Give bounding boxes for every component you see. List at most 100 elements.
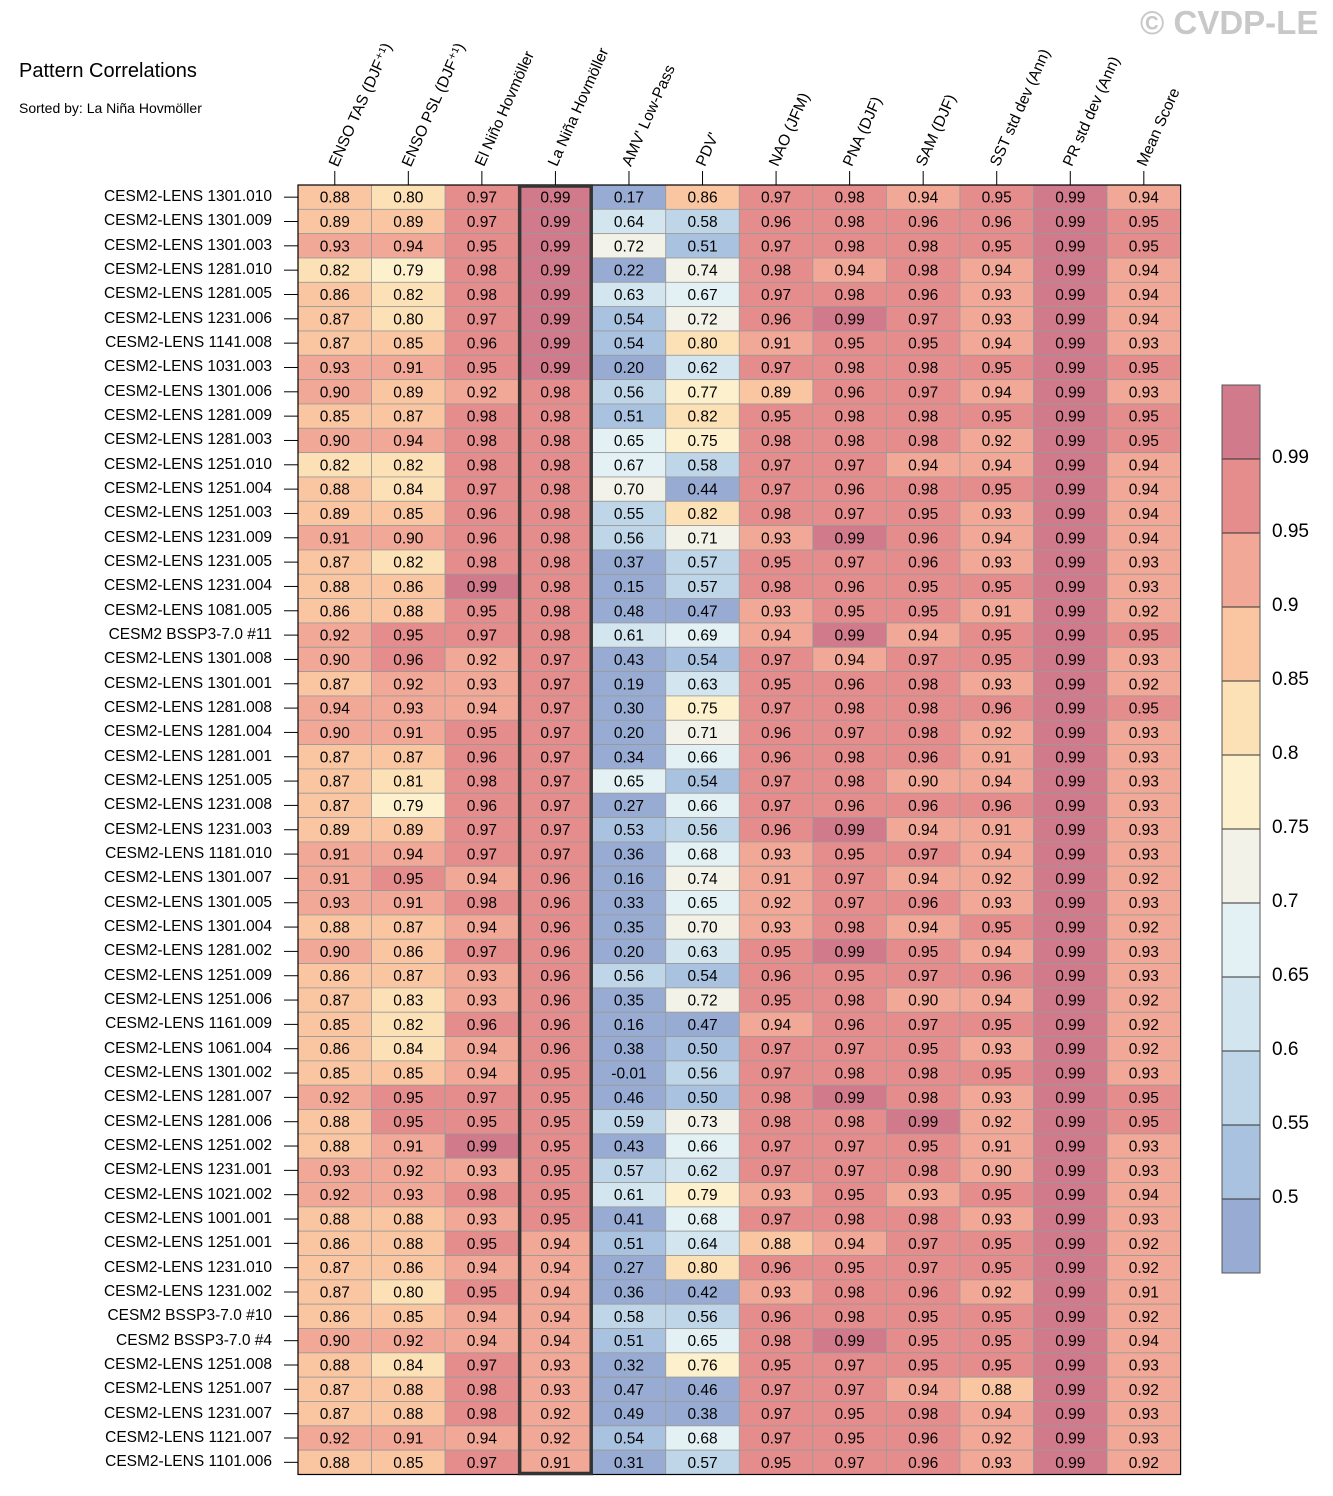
cell-value: 0.93 [1129,895,1159,912]
cell-value: 0.70 [614,482,645,499]
heatmap-cell [812,1084,887,1110]
heatmap-cell [812,622,887,648]
heatmap-cell [812,330,887,356]
cell-value: 0.99 [835,530,865,547]
cell-value: 0.94 [908,1382,939,1399]
cell-value: 0.98 [761,579,791,596]
heatmap-cell [738,427,814,454]
heatmap-cell [886,1036,961,1062]
cell-value: 0.89 [761,384,791,401]
row-label: CESM2-LENS 1251.002 [103,1137,272,1155]
cell-value: 0.97 [467,190,497,207]
heatmap-cell [591,1352,667,1378]
heatmap-cell [886,1449,961,1475]
heatmap-cell [371,938,446,964]
row-label: CESM2-LENS 1251.006 [103,991,272,1009]
heatmap-cell [444,695,520,721]
heatmap-cell [886,963,961,989]
heatmap-cell [518,671,593,697]
colorbar-band [1222,533,1260,607]
heatmap-cell [1106,695,1182,721]
cell-value: 0.93 [1129,579,1159,596]
heatmap-cell [812,306,887,332]
cell-value: 0.98 [908,1406,938,1423]
heatmap-cell [518,792,593,818]
cell-value: 0.87 [320,1260,350,1277]
cell-value: 0.96 [908,1285,938,1302]
heatmap-cell [959,330,1034,356]
cell-value: 0.89 [393,384,423,401]
cell-value: 0.81 [393,774,423,791]
heatmap-cell [297,963,372,989]
heatmap-cell [886,938,961,964]
heatmap-cell [297,330,372,356]
heatmap-cell [1106,379,1182,405]
heatmap-cell [812,1328,887,1354]
cell-value: 0.97 [540,701,570,718]
cell-value: 0.98 [761,1333,791,1350]
heatmap-cell [371,573,446,600]
cell-value: 0.99 [467,1139,497,1156]
cell-value: 0.68 [687,1212,717,1229]
cell-value: 0.88 [320,1114,350,1131]
cell-value: 0.92 [1129,993,1159,1010]
heatmap-cell [959,768,1034,794]
row-label: CESM2-LENS 1281.005 [103,285,272,303]
cell-value: 0.80 [687,1260,718,1277]
cell-value: 0.92 [1129,603,1159,620]
heatmap-cell [959,233,1034,259]
heatmap-cell [738,792,814,818]
cell-value: 0.94 [835,652,866,669]
heatmap-cell [1033,1279,1108,1305]
heatmap-cell [812,257,887,283]
heatmap-cell [444,1084,520,1110]
cell-value: 0.94 [982,993,1013,1010]
cell-value: 0.94 [982,457,1013,474]
heatmap-cell [665,379,740,405]
cell-value: 0.95 [540,1114,570,1131]
heatmap-cell [297,865,372,891]
cell-value: 0.85 [320,1017,350,1034]
heatmap-cell [444,890,520,916]
cell-value: 0.92 [1129,1041,1159,1058]
heatmap-cell [812,1449,887,1475]
heatmap-cell [444,281,520,308]
heatmap-cell [518,1279,593,1305]
cell-value: 0.95 [982,482,1012,499]
row-label: CESM2-LENS 1281.007 [103,1088,272,1106]
cell-value: 0.95 [982,1236,1012,1253]
cell-value: 0.85 [320,409,350,426]
cell-value: 0.99 [1055,676,1085,693]
heatmap-cell [1033,987,1108,1013]
heatmap-cell [959,1328,1034,1354]
cell-value: 0.87 [393,749,423,766]
cell-value: 0.92 [1129,871,1159,888]
cell-value: 0.88 [320,579,350,596]
cell-value: 0.90 [320,944,351,961]
heatmap-cell [1106,865,1182,891]
heatmap-cell [297,1352,372,1378]
heatmap-cell [518,695,593,721]
cell-value: 0.51 [687,238,717,255]
heatmap-cell [591,622,667,648]
cell-value: 0.58 [687,457,717,474]
cell-value: 0.82 [393,1017,423,1034]
cell-value: 0.93 [1129,749,1159,766]
heatmap-cell [444,646,520,673]
cell-value: 0.94 [1129,530,1160,547]
cell-value: 0.71 [687,530,717,547]
heatmap-cell [1106,281,1182,308]
cell-value: 0.96 [467,506,497,523]
cell-value: 0.91 [320,530,350,547]
heatmap-cell [518,1109,593,1135]
cell-value: 0.91 [982,822,1012,839]
cell-value: 0.54 [614,336,645,353]
colorbar-tick-label: 0.65 [1272,965,1309,986]
cell-value: 0.76 [687,1358,717,1375]
cell-value: 0.99 [1055,895,1085,912]
cell-value: 0.95 [908,579,938,596]
heatmap-cell [297,768,372,794]
cell-value: 0.99 [1055,190,1085,207]
colorbar-tick-label: 0.55 [1272,1113,1309,1134]
heatmap-cell [371,1328,446,1354]
